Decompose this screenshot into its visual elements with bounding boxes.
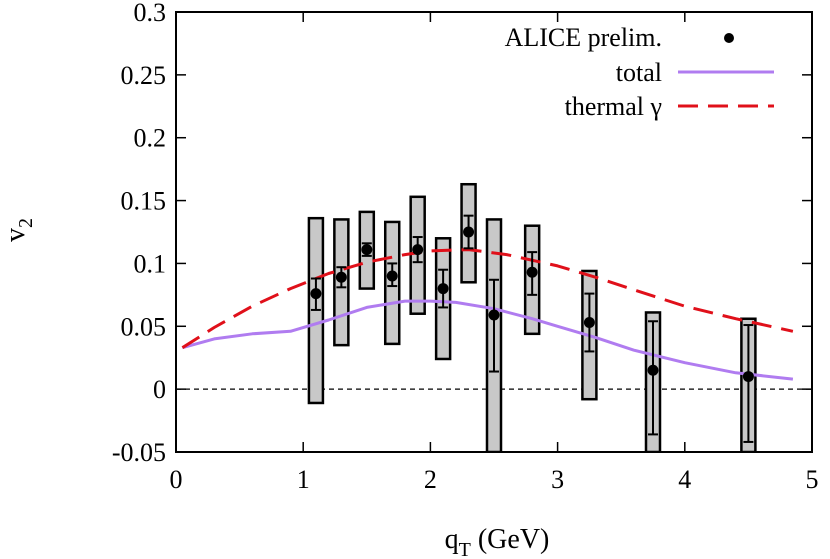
data-points [310,226,754,383]
y-tick-label: 0 [153,375,166,404]
data-point [310,288,322,300]
data-point [647,364,659,376]
legend-entry-total: total [616,58,774,87]
y-tick-label: 0.15 [121,187,167,216]
y-tick-label: 0.25 [121,61,167,90]
legend-entry-thermal: thermal γ [565,92,774,121]
y-tick-label: 0.3 [134,0,167,27]
y-tick-labels: -0.05 0 0.05 0.1 0.15 0.2 0.25 0.3 [112,0,166,467]
y-tick-label: 0.05 [121,312,167,341]
thermal-gamma-curve [181,248,794,349]
data-point [742,371,754,383]
x-tick-label: 0 [170,465,183,494]
legend-label-total: total [616,58,662,87]
y-tick-label: 0.1 [134,249,167,278]
x-tick-label: 5 [806,465,819,494]
y-tick-label: 0.2 [134,124,167,153]
x-tick-label: 2 [424,465,437,494]
legend-label-alice: ALICE prelim. [505,23,662,52]
legend-entry-alice: ALICE prelim. [505,23,734,52]
x-axis-title: qT (GeV) [445,524,550,559]
y-axis-title: v2 [0,218,37,242]
data-point [583,317,595,329]
legend: ALICE prelim. total thermal γ [505,23,774,121]
stat-error-bars [310,214,754,443]
legend-label-thermal: thermal γ [565,92,662,121]
total-curve [181,299,794,381]
data-point [463,226,475,238]
plot-frame [175,11,813,453]
data-point [386,270,398,282]
data-point [437,283,449,295]
x-tick-label: 1 [297,465,310,494]
x-tick-label: 4 [678,465,691,494]
data-point [488,309,500,321]
model-curves [181,248,794,381]
data-point [412,244,424,256]
axis-ticks [175,11,813,453]
legend-swatch-alice [724,33,734,43]
y-tick-label: -0.05 [112,438,166,467]
data-point [335,271,347,283]
data-point [361,244,373,256]
data-point [526,266,538,278]
x-tick-label: 3 [551,465,564,494]
x-tick-labels: 0 1 2 3 4 5 [170,465,819,494]
